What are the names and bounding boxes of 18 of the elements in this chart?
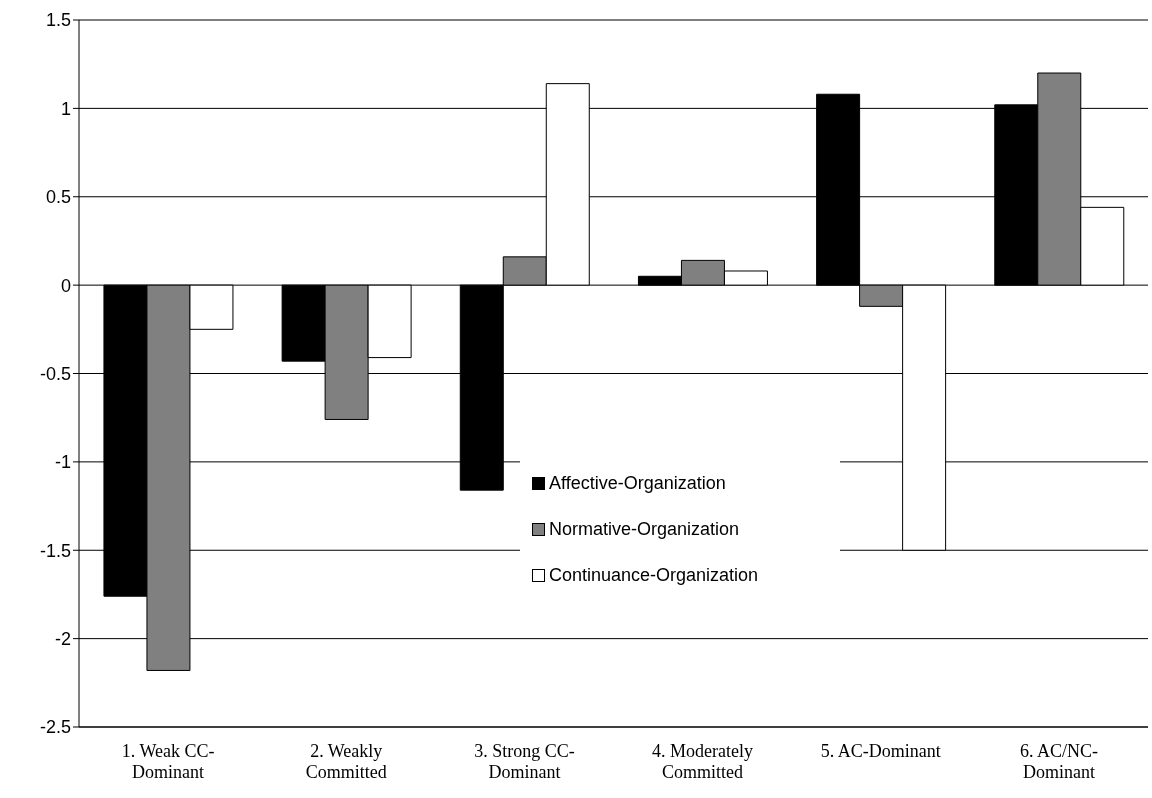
y-tick-label: -2 [54,629,71,650]
legend-label: Normative-Organization [549,518,740,540]
y-tick-label: -2.5 [39,717,71,738]
y-tick-label: 0.5 [45,187,71,208]
y-tick-label: -0.5 [39,363,71,384]
legend-label: Affective-Organization [549,472,726,494]
legend-label: Continuance-Organization [549,564,759,586]
x-tick-label: 6. AC/NC-Dominant [1019,741,1098,782]
y-tick-label: 0 [60,275,71,296]
x-tick-label: 3. Strong CC-Dominant [474,741,575,782]
x-tick-label: 1. Weak CC-Dominant [121,741,215,782]
y-tick-label: 1.5 [45,10,71,31]
y-tick-label: -1 [54,452,71,473]
x-tick-label: 5. AC-Dominant [820,741,941,761]
y-tick-label: 1 [60,98,71,119]
x-tick-label: 4. Moderately Committed [652,741,754,782]
y-tick-label: -1.5 [39,540,71,561]
x-tick-label: 2. Weakly Committed [305,741,387,782]
